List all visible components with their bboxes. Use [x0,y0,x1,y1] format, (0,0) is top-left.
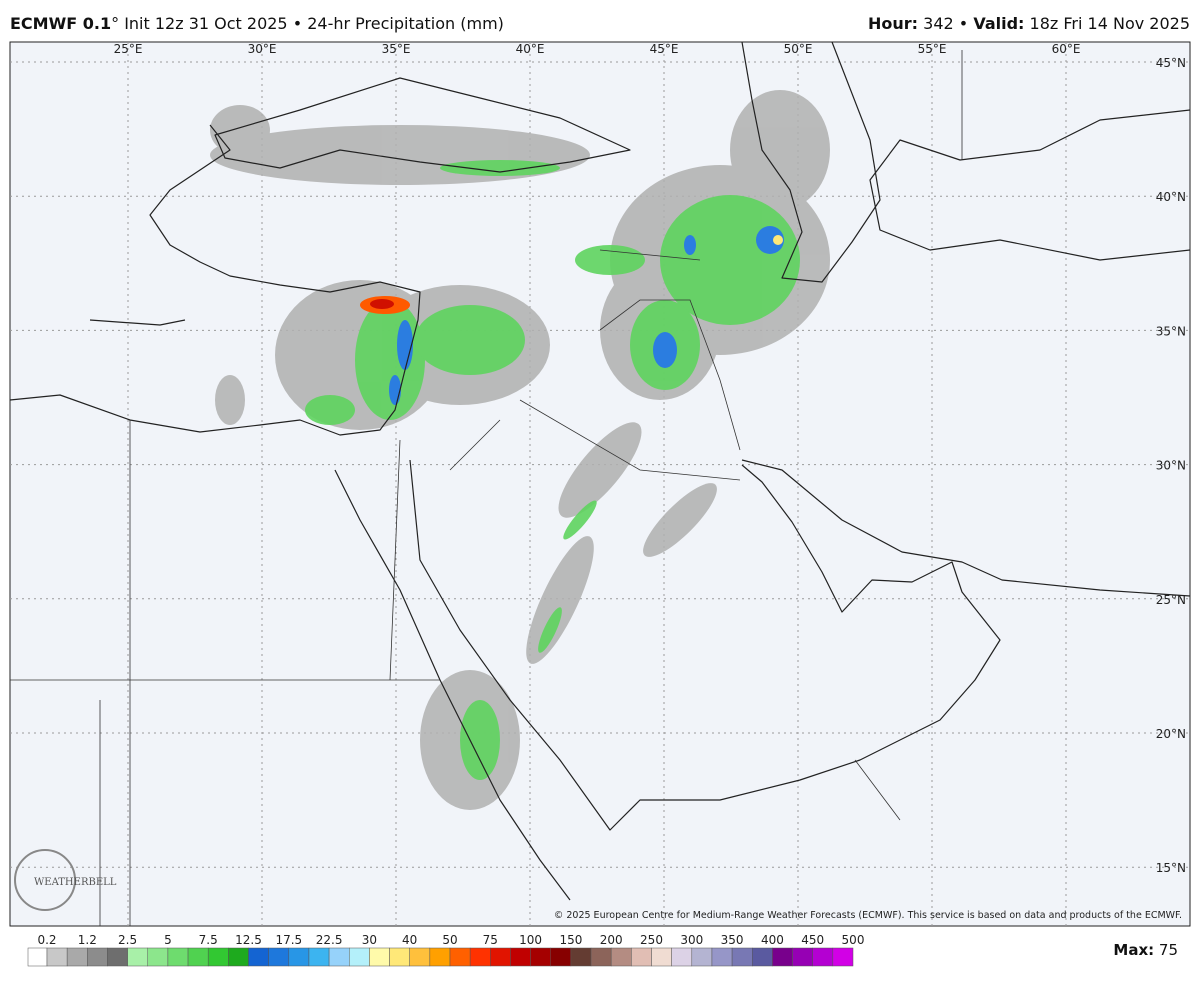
separator: • [958,14,969,33]
longitude-label: 35°E [382,42,411,56]
precip-yellow [773,235,783,245]
aral-region [869,109,1191,261]
latitude-label: 30°N [1156,459,1186,473]
hour-label: Hour: [867,14,919,33]
latitude-label: 25°N [1156,593,1186,607]
longitude-label: 45°E [650,42,679,56]
longitude-label: 60°E [1052,42,1081,56]
header-left: ECMWF 0.1° Init 12z 31 Oct 2025 • 24-hr … [10,14,504,33]
longitude-label: 55°E [918,42,947,56]
longitude-label: 25°E [114,42,143,56]
valid-label: Valid: [973,14,1025,33]
caspian-sea [741,41,881,283]
crete [89,319,186,326]
max-label: Max: [1113,941,1155,959]
black-sea [214,77,631,173]
header: ECMWF 0.1° Init 12z 31 Oct 2025 • 24-hr … [10,14,1190,38]
description: Init 12z 31 Oct 2025 • 24-hr Precipitati… [124,14,504,33]
latitude-label: 15°N [1156,861,1186,875]
longitude-label: 50°E [784,42,813,56]
graticule: 25°E 30°E 35°E 40°E 45°E 50°E 55°E 60°E 45°N 40°N… [10,42,1190,926]
latitude-label: 35°N [1156,324,1186,338]
hour: 342 [923,14,954,33]
iran-coast [741,459,1191,597]
logo: WEATHERBELL [14,849,117,911]
latitude-label: 40°N [1156,190,1186,204]
latitude-label: 20°N [1156,727,1186,741]
max-value: 75 [1158,941,1178,959]
red-sea-west [334,469,571,901]
coastlines [9,41,1191,901]
copyright: © 2025 European Centre for Medium-Range … [554,910,1182,921]
borders [10,50,963,926]
degree: ° [111,14,120,33]
precipitation [210,90,830,810]
med-coast [9,124,421,436]
longitude-label: 30°E [248,42,277,56]
latitude-label: 45°N [1156,56,1186,70]
precip-red [370,299,394,309]
header-right: Hour: 342 • Valid: 18z Fri 14 Nov 2025 [868,14,1190,33]
arabia-coast [409,459,1001,831]
model: ECMWF 0.1 [10,14,112,33]
precip-blue [389,226,784,405]
longitude-label: 40°E [516,42,545,56]
logo-text: WEATHERBELL [34,877,117,888]
valid: 18z Fri 14 Nov 2025 [1029,14,1190,33]
max-box: Max: 75 [1113,941,1178,959]
